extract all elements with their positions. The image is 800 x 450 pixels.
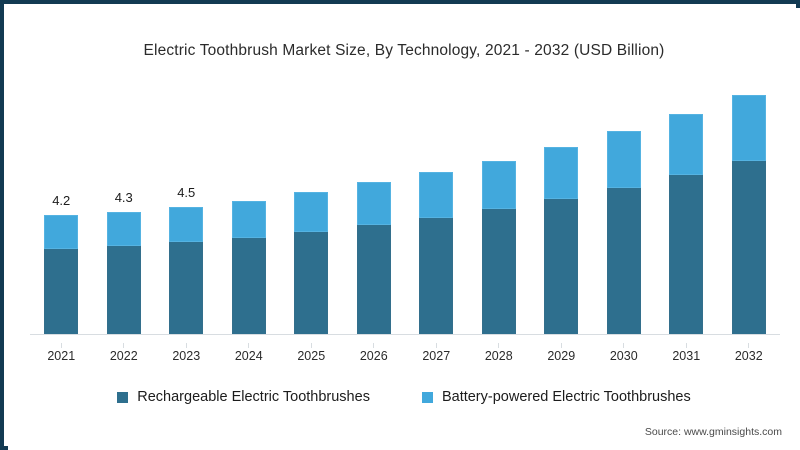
x-axis-label-2026: 2026: [359, 349, 388, 363]
bar-segment-rechargeable-2028[interactable]: [481, 209, 516, 335]
bar-segment-battery-powered-2024[interactable]: [231, 200, 266, 238]
chart-inner-area: Electric Toothbrush Market Size, By Tech…: [8, 8, 800, 450]
x-axis-label-2032: 2032: [734, 349, 763, 363]
x-axis-label-2024: 2024: [234, 349, 263, 363]
x-axis-label-2025: 2025: [297, 349, 326, 363]
x-axis-tick-2031: [685, 343, 687, 348]
bar-column-2031[interactable]: [669, 113, 704, 335]
source-attribution: Source: www.gminsights.com: [644, 426, 782, 438]
legend-swatch-icon: [117, 391, 129, 403]
legend-label: Battery-powered Electric Toothbrushes: [441, 389, 691, 405]
bar-segment-battery-powered-2028[interactable]: [481, 160, 516, 210]
chart-title: Electric Toothbrush Market Size, By Tech…: [143, 42, 665, 59]
bar-segment-rechargeable-2027[interactable]: [419, 217, 454, 335]
x-axis-tick-2029: [560, 343, 562, 348]
legend-swatch-icon: [421, 391, 433, 403]
bar-value-label-2022: 4.3: [114, 190, 133, 206]
x-axis-tick-2025: [310, 343, 312, 348]
x-axis-labels: 2021 2022 2023 2024 2025 2026 2027 2028 2029 2030…: [30, 341, 780, 363]
x-axis-tick-2024: [248, 343, 250, 348]
bar-segment-battery-powered-2021[interactable]: [44, 215, 79, 250]
bar-series-layer: 4.2 4.3 4.5: [30, 78, 780, 335]
bar-segment-battery-powered-2026[interactable]: [356, 182, 391, 226]
bar-column-2027[interactable]: [419, 172, 454, 335]
bar-column-2026[interactable]: [356, 182, 391, 335]
x-axis-label-2027: 2027: [422, 349, 451, 363]
x-axis-tick-2032: [748, 343, 750, 348]
x-axis-label-2021: 2021: [47, 349, 76, 363]
bar-segment-rechargeable-2030[interactable]: [606, 187, 641, 335]
x-axis-tick-2023: [185, 343, 187, 348]
bar-value-label-2023: 4.5: [177, 184, 196, 200]
legend-item-battery-powered[interactable]: Battery-powered Electric Toothbrushes: [421, 389, 691, 405]
x-axis-label-2022: 2022: [109, 349, 138, 363]
bar-segment-battery-powered-2030[interactable]: [606, 130, 641, 188]
bar-column-2028[interactable]: [481, 160, 516, 335]
bar-segment-rechargeable-2024[interactable]: [231, 237, 266, 335]
bar-segment-rechargeable-2031[interactable]: [669, 175, 704, 335]
x-axis-label-2029: 2029: [547, 349, 576, 363]
bar-column-2022[interactable]: 4.3: [106, 190, 141, 335]
x-axis-tick-2022: [123, 343, 125, 348]
bar-segment-rechargeable-2025[interactable]: [294, 232, 329, 335]
x-axis-label-2028: 2028: [484, 349, 513, 363]
bar-segment-rechargeable-2021[interactable]: [44, 249, 79, 335]
bar-segment-rechargeable-2023[interactable]: [169, 242, 204, 335]
bar-segment-battery-powered-2027[interactable]: [419, 172, 454, 218]
chart-legend: Rechargeable Electric Toothbrushes Batter…: [8, 389, 800, 405]
bar-segment-battery-powered-2031[interactable]: [669, 113, 704, 176]
bar-column-2029[interactable]: [544, 146, 579, 335]
x-axis-label-2031: 2031: [672, 349, 701, 363]
bar-segment-rechargeable-2022[interactable]: [106, 246, 141, 335]
x-axis-tick-2028: [498, 343, 500, 348]
legend-label: Rechargeable Electric Toothbrushes: [137, 389, 370, 405]
bar-segment-battery-powered-2023[interactable]: [169, 206, 204, 243]
x-axis-baseline: [30, 334, 780, 335]
bar-column-2032[interactable]: [731, 95, 766, 335]
bar-segment-battery-powered-2022[interactable]: [106, 212, 141, 247]
bar-segment-rechargeable-2026[interactable]: [356, 225, 391, 335]
bar-column-2025[interactable]: [294, 192, 329, 335]
x-axis-tick-2021: [60, 343, 62, 348]
bar-column-2024[interactable]: [231, 200, 266, 335]
bar-column-2030[interactable]: [606, 130, 641, 335]
bar-segment-battery-powered-2025[interactable]: [294, 192, 329, 233]
bar-segment-rechargeable-2029[interactable]: [544, 199, 579, 335]
x-axis-tick-2027: [435, 343, 437, 348]
bar-segment-rechargeable-2032[interactable]: [731, 160, 766, 335]
x-axis-label-2030: 2030: [609, 349, 638, 363]
x-axis-tick-2026: [373, 343, 375, 348]
plot-area: 4.2 4.3 4.5: [30, 78, 780, 335]
x-axis-tick-2030: [623, 343, 625, 348]
x-axis-label-2023: 2023: [172, 349, 201, 363]
bar-segment-battery-powered-2032[interactable]: [731, 95, 766, 161]
bar-segment-battery-powered-2029[interactable]: [544, 146, 579, 200]
bar-column-2023[interactable]: 4.5: [169, 185, 204, 335]
bar-column-2021[interactable]: 4.2: [44, 193, 79, 335]
bar-value-label-2021: 4.2: [52, 193, 71, 209]
legend-item-rechargeable[interactable]: Rechargeable Electric Toothbrushes: [117, 389, 370, 405]
